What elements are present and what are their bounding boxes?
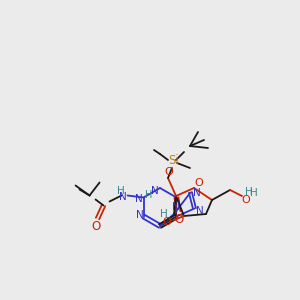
Text: H: H — [250, 188, 258, 198]
Text: H: H — [145, 190, 153, 200]
Text: O: O — [91, 220, 100, 233]
Text: N: N — [151, 186, 159, 196]
Text: N: N — [119, 193, 126, 202]
Text: N: N — [135, 194, 142, 205]
Text: N: N — [196, 206, 203, 215]
Text: O: O — [175, 213, 184, 226]
Text: O: O — [163, 217, 171, 227]
Text: Si: Si — [169, 154, 179, 167]
Text: H: H — [117, 185, 124, 196]
Text: H: H — [160, 209, 168, 219]
Text: O: O — [165, 167, 173, 177]
Text: O: O — [195, 178, 203, 188]
Text: H: H — [245, 187, 253, 197]
Text: O: O — [242, 195, 250, 205]
Text: N: N — [172, 202, 180, 212]
Text: N: N — [136, 209, 143, 220]
Text: N: N — [193, 188, 200, 199]
